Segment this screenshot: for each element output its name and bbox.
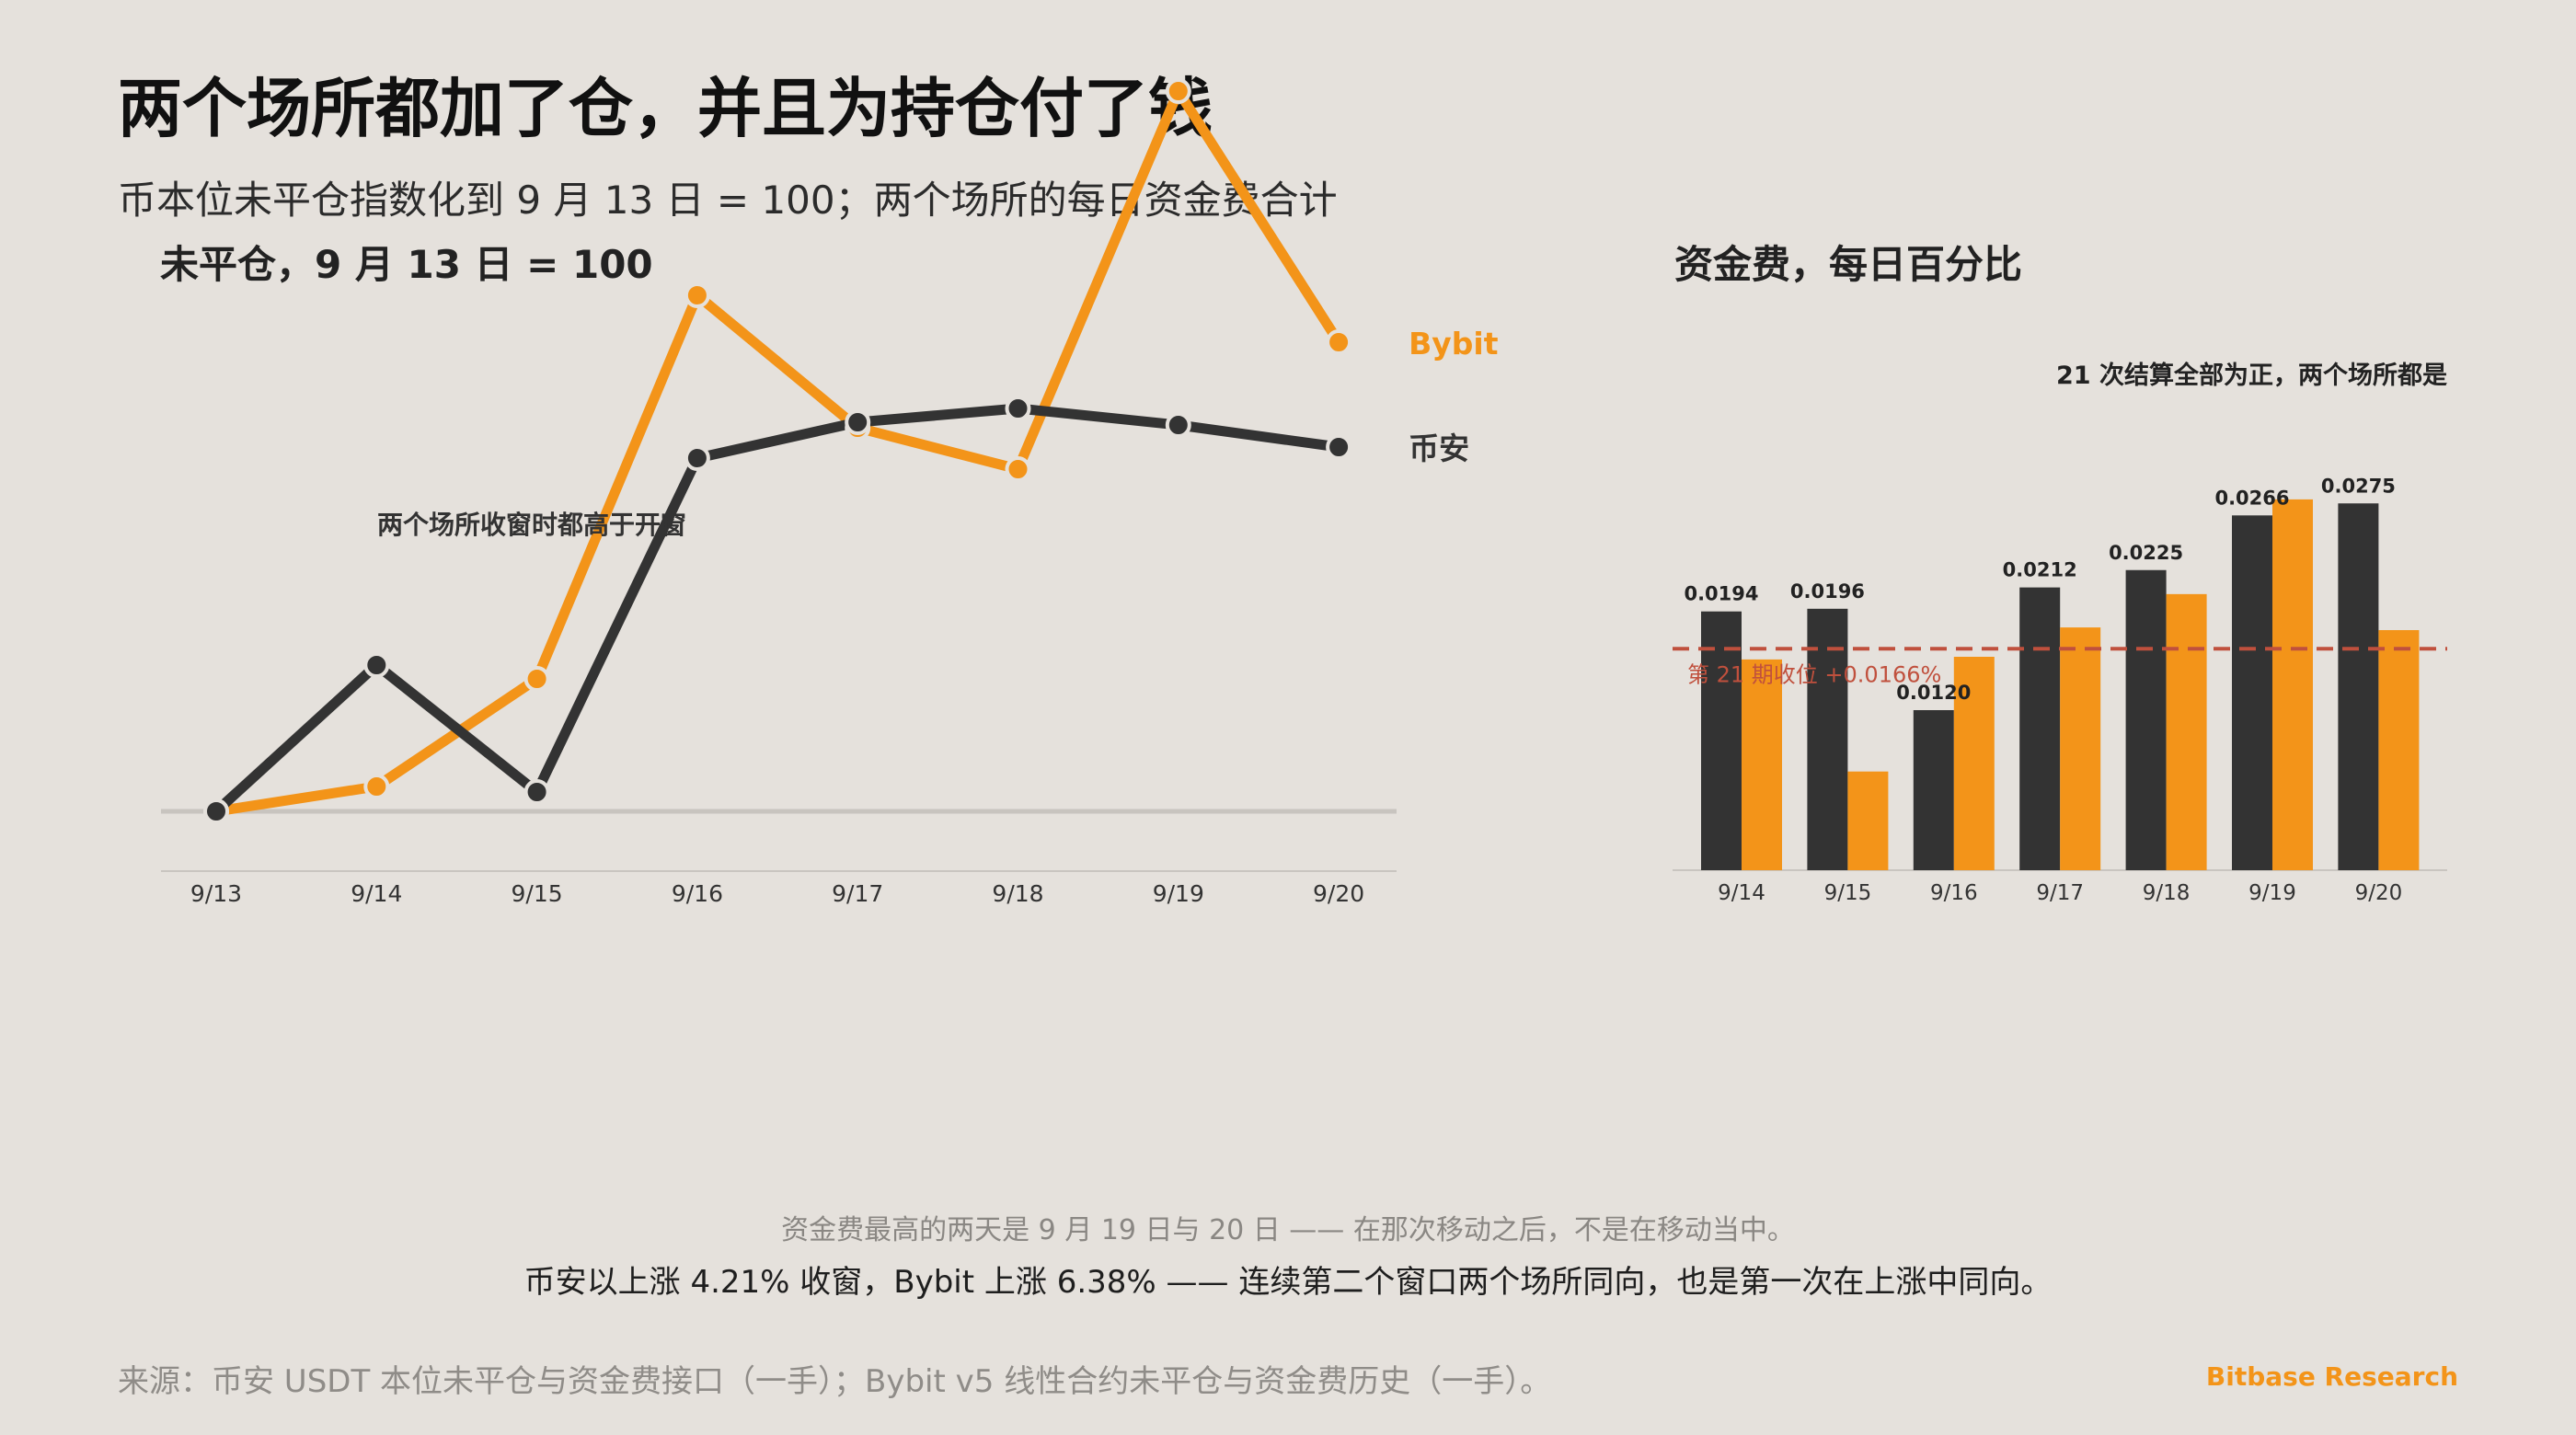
bar-chart-x-tick: 9/17 bbox=[2036, 881, 2084, 905]
source-note: 来源：币安 USDT 本位未平仓与资金费接口（一手）；Bybit v5 线性合约… bbox=[118, 1363, 1552, 1400]
bybit-point bbox=[1165, 78, 1191, 104]
bar-value-label: 0.0194 bbox=[1684, 583, 1758, 605]
bar-chart-x-tick: 9/16 bbox=[1930, 881, 1978, 905]
bar-chart-x-tick: 9/20 bbox=[2355, 881, 2403, 905]
line-chart-x-tick: 9/16 bbox=[672, 880, 723, 907]
binance-label: 币安 bbox=[1409, 430, 1469, 466]
bar-chart-x-tick: 9/15 bbox=[1824, 881, 1872, 905]
binance-bar bbox=[1913, 710, 1954, 870]
line-chart-title: 未平仓，9 月 13 日 = 100 bbox=[160, 242, 653, 287]
binance-point bbox=[684, 445, 710, 471]
binance-point bbox=[523, 779, 550, 805]
bybit-point bbox=[684, 282, 710, 308]
binance-bar bbox=[2232, 515, 2272, 870]
line-chart-x-tick: 9/20 bbox=[1313, 880, 1364, 907]
bybit-bar bbox=[2060, 627, 2101, 870]
bar-chart-x-tick: 9/19 bbox=[2248, 881, 2296, 905]
bybit-point bbox=[523, 666, 550, 692]
funding-reference-label: 第 21 期收位 +0.0166% bbox=[1687, 661, 1941, 687]
bar-value-label: 0.0275 bbox=[2321, 475, 2396, 497]
binance-bar bbox=[2125, 569, 2167, 870]
line-chart-x-tick: 9/19 bbox=[1153, 880, 1204, 907]
footer-note: 资金费最高的两天是 9 月 19 日与 20 日 —— 在那次移动之后，不是在移… bbox=[781, 1214, 1795, 1246]
bybit-bar bbox=[2166, 593, 2207, 870]
binance-point bbox=[845, 409, 871, 435]
binance-bar bbox=[1807, 608, 1848, 870]
bar-chart-note: 21 次结算全部为正，两个场所都是 bbox=[2056, 362, 2447, 390]
line-chart-x-tick: 9/14 bbox=[351, 880, 402, 907]
bybit-bar bbox=[2378, 630, 2420, 870]
line-chart-annotation: 两个场所收窗时都高于开窗 bbox=[377, 510, 686, 540]
bar-chart-x-tick: 9/14 bbox=[1718, 881, 1765, 905]
line-chart-x-tick: 9/13 bbox=[190, 880, 242, 907]
bybit-point bbox=[1326, 329, 1352, 355]
bar-value-label: 0.0266 bbox=[2214, 487, 2289, 509]
binance-point bbox=[1005, 396, 1031, 421]
bybit-bar bbox=[1847, 771, 1889, 870]
binance-point bbox=[203, 798, 229, 824]
bybit-line bbox=[211, 86, 1344, 817]
bybit-bar bbox=[1953, 657, 1995, 870]
page-title: 两个场所都加了仓，并且为持仓付了钱 bbox=[118, 71, 1213, 146]
line-chart-x-tick: 9/17 bbox=[832, 880, 883, 907]
brand-label: Bitbase Research bbox=[2205, 1361, 2458, 1392]
binance-bar bbox=[2338, 503, 2379, 870]
binance-bar bbox=[1701, 611, 1742, 870]
bybit-bar bbox=[2272, 499, 2313, 870]
bar-value-label: 0.0212 bbox=[2003, 559, 2077, 581]
binance-line bbox=[211, 403, 1344, 817]
bar-value-label: 0.0120 bbox=[1896, 682, 1971, 704]
bybit-point bbox=[1005, 456, 1031, 482]
line-chart-x-tick: 9/18 bbox=[992, 880, 1043, 907]
bar-value-label: 0.0225 bbox=[2109, 542, 2183, 564]
bar-chart-title: 资金费，每日百分比 bbox=[1674, 242, 2023, 287]
binance-bar bbox=[2019, 587, 2061, 870]
footer-summary: 币安以上涨 4.21% 收窗，Bybit 上涨 6.38% —— 连续第二个窗口… bbox=[523, 1264, 2053, 1301]
bar-chart-x-tick: 9/18 bbox=[2143, 881, 2191, 905]
bybit-label: Bybit bbox=[1409, 326, 1499, 362]
bar-value-label: 0.0196 bbox=[1790, 580, 1865, 603]
binance-point bbox=[363, 652, 390, 678]
binance-point bbox=[1326, 434, 1352, 460]
binance-point bbox=[1165, 412, 1191, 438]
line-chart-x-tick: 9/15 bbox=[512, 880, 563, 907]
bybit-bar bbox=[1742, 659, 1782, 870]
bybit-point bbox=[363, 774, 390, 799]
